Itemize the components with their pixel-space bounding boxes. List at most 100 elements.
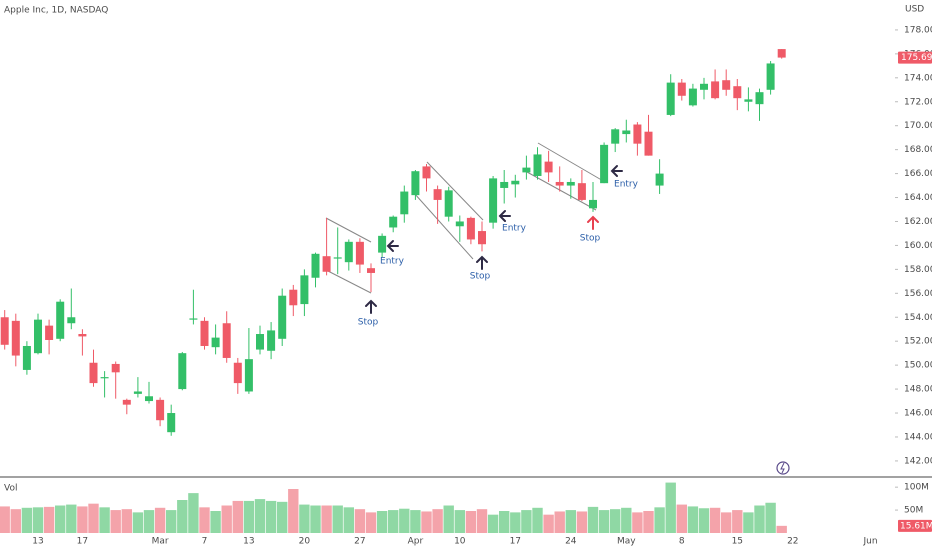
volume-bar: [132, 512, 144, 533]
candle-body: [777, 49, 786, 58]
y-tick-label: 158.00: [904, 265, 932, 275]
volume-bar: [698, 508, 710, 533]
volume-bar: [654, 507, 665, 533]
candle-body: [433, 189, 442, 200]
volume-bar: [199, 507, 210, 533]
y-tick-label: 170.00: [904, 121, 932, 131]
candle-body: [355, 241, 364, 265]
trend-line: [426, 161, 484, 221]
up-arrow: [476, 255, 488, 270]
volume-bar: [410, 510, 421, 533]
volume-bar: [432, 509, 443, 533]
volume-bar: [598, 510, 610, 533]
candle-body: [666, 82, 675, 115]
volume-bar: [776, 525, 787, 533]
volume-tick-label: 100M: [904, 483, 929, 493]
volume-bar: [665, 482, 676, 533]
candle-body: [178, 353, 187, 390]
candle-body: [45, 325, 54, 340]
candle-body: [333, 257, 342, 259]
x-tick-label: Mar: [152, 537, 169, 547]
candle-body: [267, 330, 276, 351]
up-arrow: [587, 215, 599, 230]
y-tick-label: 160.00: [904, 241, 932, 251]
flag-lines: [325, 142, 606, 294]
volume-bar: [709, 507, 721, 533]
candle-body: [744, 99, 753, 102]
volume-bar: [643, 511, 654, 533]
x-tick-label: 13: [243, 537, 254, 547]
currency: USD: [905, 5, 924, 15]
candle-body: [244, 359, 253, 392]
y-tick-label: 148.00: [904, 385, 932, 395]
candle-body: [722, 80, 731, 90]
x-tick-label: 24: [565, 537, 577, 547]
left-arrow: [386, 240, 399, 252]
volume-bar: [399, 508, 410, 533]
x-tick-label: 17: [510, 537, 521, 547]
left-arrow: [498, 210, 511, 222]
volume-bar: [521, 510, 532, 533]
candle-body: [200, 320, 209, 346]
candle-body: [156, 399, 165, 421]
y-tick-label: 152.00: [904, 337, 932, 347]
candle-body: [22, 345, 31, 370]
x-tick-label: Apr: [408, 537, 424, 547]
candle-body: [455, 221, 464, 227]
volume-bar: [587, 506, 599, 533]
replay-icon[interactable]: [776, 461, 790, 475]
x-tick-label: May: [617, 537, 636, 547]
candle-body: [711, 81, 720, 99]
volume-bar: [10, 509, 21, 533]
volume-bar: [610, 509, 621, 533]
candle-body: [600, 144, 609, 184]
volume-bar: [277, 501, 288, 533]
last-volume-label: 15.61M: [900, 521, 932, 531]
candle-body: [766, 63, 775, 90]
x-tick-label: 27: [354, 537, 365, 547]
x-tick-label: 10: [454, 537, 466, 547]
candle-body: [577, 183, 586, 200]
volume-bar: [43, 506, 55, 533]
candle-body: [89, 362, 98, 384]
candle-body: [133, 391, 142, 394]
x-tick-label: 17: [77, 537, 88, 547]
candle-body: [211, 337, 220, 348]
candle-body: [189, 318, 198, 320]
volume-bar: [121, 509, 132, 533]
candle-body: [389, 216, 398, 228]
candle-body: [677, 82, 686, 96]
candle-body: [167, 413, 176, 433]
candle-body: [466, 217, 475, 240]
volume-label: Vol: [4, 484, 17, 494]
candle-body: [688, 88, 697, 106]
candle-body: [555, 181, 564, 186]
candle-body: [444, 190, 453, 217]
volume-bar: [765, 502, 776, 533]
y-tick-label: 172.00: [904, 97, 932, 107]
candle-body: [11, 320, 20, 356]
volume-tick-label: 50M: [904, 506, 923, 516]
candle-body: [278, 295, 287, 339]
y-tick-label: 168.00: [904, 145, 932, 155]
candle-body: [233, 362, 242, 384]
volume-bar: [465, 511, 477, 533]
volume-bar: [576, 511, 588, 533]
annotation-label: Stop: [358, 318, 379, 328]
left-arrow: [610, 165, 623, 177]
candle-body: [611, 129, 620, 144]
volume-bar: [110, 510, 121, 533]
candle-body: [700, 83, 708, 90]
candle-body: [533, 154, 542, 176]
chart-title: Apple Inc, 1D, NASDAQ: [4, 6, 108, 16]
volume-bar: [177, 500, 188, 533]
volume-bar: [388, 510, 399, 533]
volume-bar: [0, 506, 10, 533]
y-tick-label: 162.00: [904, 217, 932, 227]
candle-body: [322, 256, 331, 272]
icon-bolt[interactable]: [780, 462, 785, 474]
volume-bar: [476, 509, 488, 533]
volume-bar: [243, 500, 255, 533]
icon-circle[interactable]: [776, 461, 790, 475]
candle-body: [289, 289, 298, 306]
